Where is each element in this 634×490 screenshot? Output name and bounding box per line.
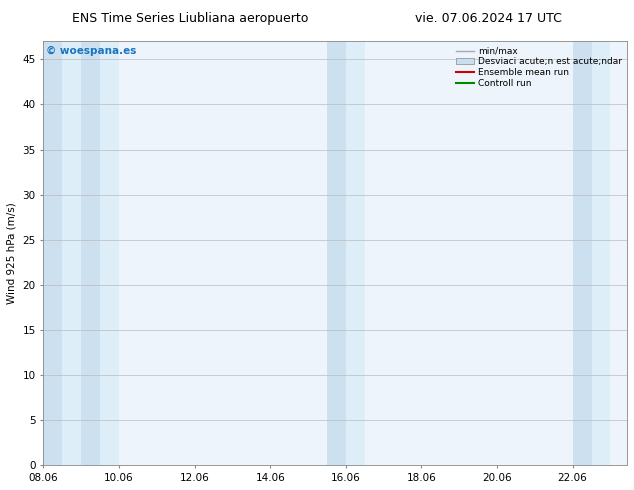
Bar bbox=[62, 41, 81, 466]
Text: ENS Time Series Liubliana aeropuerto: ENS Time Series Liubliana aeropuerto bbox=[72, 12, 308, 25]
Bar bbox=[100, 41, 119, 466]
Text: © woespana.es: © woespana.es bbox=[46, 46, 137, 55]
Y-axis label: Wind 925 hPa (m/s): Wind 925 hPa (m/s) bbox=[7, 202, 17, 304]
Legend: min/max, Desviaci acute;n est acute;ndar, Ensemble mean run, Controll run: min/max, Desviaci acute;n est acute;ndar… bbox=[453, 43, 625, 92]
Bar bbox=[592, 41, 611, 466]
Bar bbox=[327, 41, 346, 466]
Bar bbox=[43, 41, 62, 466]
Bar bbox=[81, 41, 100, 466]
Bar bbox=[346, 41, 365, 466]
Text: vie. 07.06.2024 17 UTC: vie. 07.06.2024 17 UTC bbox=[415, 12, 562, 25]
Bar bbox=[573, 41, 592, 466]
